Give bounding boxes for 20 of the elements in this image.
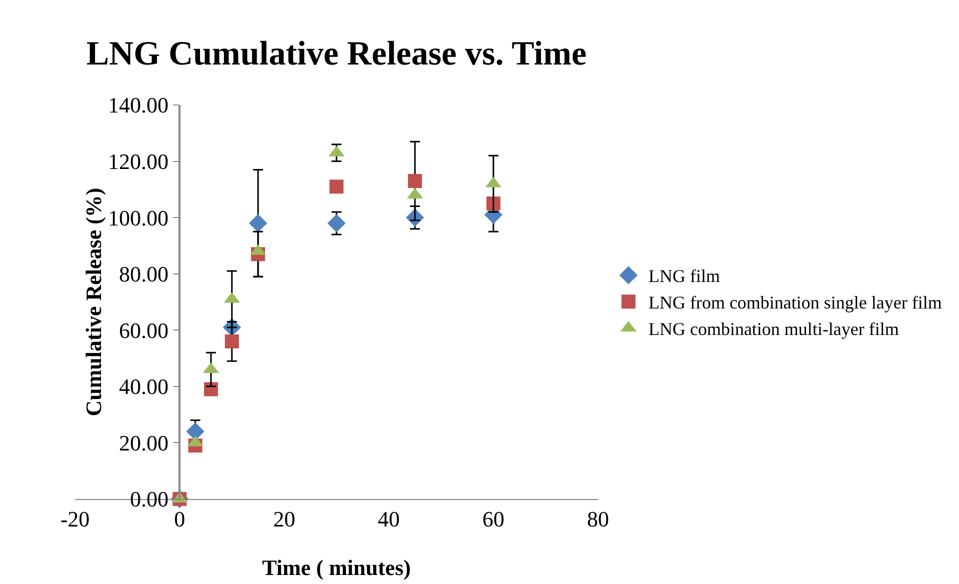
y-tick-label: 80.00 xyxy=(118,262,168,287)
chart-title: LNG Cumulative Release vs. Time xyxy=(86,36,587,73)
x-tick-label: 40 xyxy=(378,506,400,532)
y-tick-label: 20.00 xyxy=(118,430,168,456)
legend-label: LNG from combination single layer film xyxy=(648,292,942,313)
x-tick-label: -20 xyxy=(60,506,90,532)
legend-label: LNG combination multi-layer film xyxy=(648,319,899,340)
x-tick-label: 60 xyxy=(482,506,504,532)
x-tick-label: 20 xyxy=(273,506,296,532)
x-tick-label: 80 xyxy=(587,506,609,532)
x-tick-label: 0 xyxy=(174,506,186,532)
x-axis-title: Time ( minutes) xyxy=(262,555,411,580)
y-tick-label: 40.00 xyxy=(118,374,168,400)
y-axis-title: Cumulative Release (%) xyxy=(80,188,106,416)
y-tick-label: 120.00 xyxy=(108,148,168,174)
legend-label: LNG film xyxy=(648,266,720,286)
y-tick-label: 60.00 xyxy=(118,318,168,343)
y-tick-label: 100.00 xyxy=(108,205,168,230)
y-tick-label: 140.00 xyxy=(108,92,168,118)
y-tick-label: 0.00 xyxy=(130,486,168,512)
